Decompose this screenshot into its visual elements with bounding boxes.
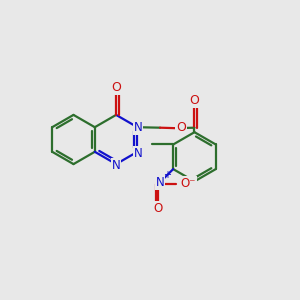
Text: N: N — [134, 121, 142, 134]
Text: N: N — [112, 159, 121, 172]
Text: +: + — [164, 170, 171, 181]
Text: O: O — [154, 202, 163, 215]
Text: O⁻: O⁻ — [181, 177, 196, 190]
Text: O: O — [190, 94, 200, 107]
Text: N: N — [155, 176, 164, 189]
Text: O: O — [111, 81, 121, 94]
Text: N: N — [134, 147, 143, 160]
Text: O: O — [176, 121, 186, 134]
